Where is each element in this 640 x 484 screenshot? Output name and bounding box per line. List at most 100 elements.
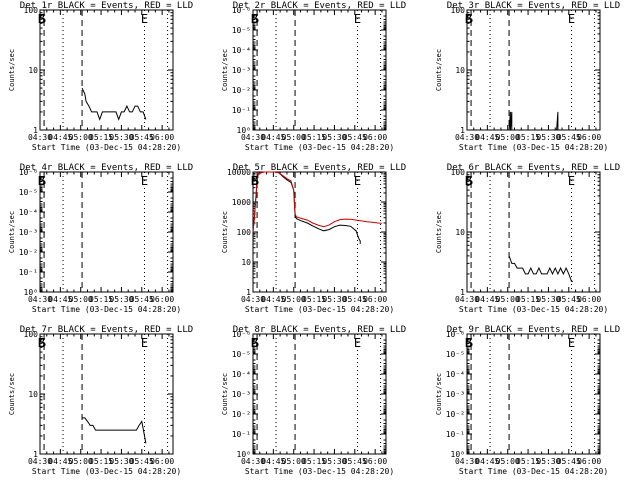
plot-frame — [252, 171, 387, 293]
y-tick-label: 1000 — [232, 198, 251, 207]
x-tick-label: 05:00 — [496, 295, 520, 304]
x-tick-label: 04:30 — [455, 133, 479, 142]
y-tick-label: 10⁻⁵ — [446, 350, 465, 359]
x-tick-label: 04:45 — [475, 457, 499, 466]
chart-title: Det 9r BLACK = Events, RED = LLD — [447, 325, 620, 335]
x-tick-label: 05:30 — [536, 295, 560, 304]
events-series-line — [81, 87, 147, 121]
y-tick-label: 10⁻¹ — [232, 106, 251, 115]
y-tick-label: 10⁻⁶ — [232, 330, 251, 339]
plot-frame — [466, 9, 601, 131]
x-tick-label: 05:00 — [496, 133, 520, 142]
y-tick-label: 10⁰ — [451, 450, 465, 459]
y-tick-label: 10⁻⁶ — [19, 168, 38, 177]
x-tick-label: 04:45 — [475, 295, 499, 304]
y-tick-label: 10⁻¹ — [19, 268, 38, 277]
y-tick-label: 10⁻⁴ — [232, 46, 251, 55]
y-tick-label: 1 — [33, 450, 38, 459]
marker-s: S — [466, 174, 473, 188]
y-axis-label: Counts/sec — [435, 49, 443, 91]
y-tick-label: 10⁻⁵ — [19, 188, 38, 197]
chart-title: Det 7r BLACK = Events, RED = LLD — [20, 325, 193, 335]
x-tick-label: 04:45 — [475, 133, 499, 142]
x-tick-label: 05:00 — [282, 133, 306, 142]
y-tick-label: 10⁻³ — [232, 66, 251, 75]
y-tick-label: 10⁻⁴ — [446, 370, 465, 379]
x-tick-label: 04:30 — [241, 457, 265, 466]
plot-frame — [39, 171, 174, 293]
x-tick-label: 05:00 — [69, 457, 93, 466]
marker-b: B — [465, 174, 472, 188]
x-tick-label: 05:45 — [557, 457, 581, 466]
x-tick-label: 05:15 — [89, 295, 113, 304]
y-tick-label: 10⁻³ — [19, 228, 38, 237]
marker-e: E — [141, 336, 148, 350]
marker-s: S — [39, 336, 46, 350]
marker-s: S — [39, 174, 46, 188]
x-tick-label: 04:45 — [261, 295, 285, 304]
y-tick-label: 10⁻³ — [446, 390, 465, 399]
y-tick-label: 1 — [460, 288, 465, 297]
x-tick-label: 06:00 — [577, 295, 601, 304]
marker-b: B — [465, 336, 472, 350]
x-tick-label: 04:30 — [241, 133, 265, 142]
y-axis-label: Counts/sec — [221, 49, 229, 91]
marker-b: B — [251, 12, 258, 26]
x-tick-label: 05:45 — [343, 457, 367, 466]
x-tick-label: 05:45 — [343, 133, 367, 142]
x-tick-label: 05:45 — [130, 457, 154, 466]
marker-e: E — [141, 12, 148, 26]
x-tick-label: 04:45 — [48, 133, 72, 142]
marker-e: E — [568, 12, 575, 26]
plot-frame — [466, 333, 601, 455]
y-tick-label: 10⁻¹ — [446, 430, 465, 439]
y-tick-label: 100 — [24, 330, 39, 339]
x-tick-label: 06:00 — [150, 133, 174, 142]
x-tick-label: 05:30 — [536, 133, 560, 142]
marker-s: S — [252, 336, 259, 350]
marker-e: E — [568, 336, 575, 350]
x-tick-label: 05:00 — [282, 457, 306, 466]
x-axis-label: Start Time (03-Dec-15 04:28:20) — [459, 467, 608, 476]
y-tick-label: 10⁻⁶ — [232, 6, 251, 15]
events-series-line — [82, 417, 147, 444]
x-tick-label: 05:30 — [109, 295, 133, 304]
marker-s: S — [466, 336, 473, 350]
marker-b: B — [38, 12, 45, 26]
x-tick-label: 05:15 — [89, 457, 113, 466]
plot-frame — [252, 333, 387, 455]
lld-series-line — [252, 171, 382, 233]
x-tick-label: 05:15 — [516, 295, 540, 304]
x-axis-label: Start Time (03-Dec-15 04:28:20) — [245, 467, 394, 476]
x-axis-label: Start Time (03-Dec-15 04:28:20) — [245, 305, 394, 314]
x-tick-label: 04:30 — [241, 295, 265, 304]
marker-s: S — [252, 174, 259, 188]
marker-s: S — [252, 12, 259, 26]
x-tick-label: 05:30 — [322, 457, 346, 466]
x-tick-label: 05:00 — [69, 133, 93, 142]
x-tick-label: 05:15 — [302, 295, 326, 304]
events-series-line — [556, 111, 560, 131]
x-tick-label: 04:45 — [48, 295, 72, 304]
plot-frame — [252, 9, 387, 131]
x-tick-label: 04:30 — [28, 457, 52, 466]
y-tick-label: 1 — [33, 126, 38, 135]
y-tick-label: 100 — [237, 228, 252, 237]
y-tick-label: 100 — [451, 168, 466, 177]
x-tick-label: 06:00 — [577, 133, 601, 142]
x-tick-label: 05:30 — [536, 457, 560, 466]
y-axis-label: Counts/sec — [8, 49, 16, 91]
marker-e: E — [141, 174, 148, 188]
marker-e: E — [354, 174, 361, 188]
y-tick-label: 10⁻³ — [232, 390, 251, 399]
y-tick-label: 10000 — [227, 168, 251, 177]
y-axis-label: Counts/sec — [435, 211, 443, 253]
y-axis-label: Counts/sec — [435, 373, 443, 415]
x-tick-label: 05:00 — [496, 457, 520, 466]
x-tick-label: 04:30 — [455, 457, 479, 466]
x-tick-label: 06:00 — [577, 457, 601, 466]
x-tick-label: 05:00 — [282, 295, 306, 304]
marker-s: S — [466, 12, 473, 26]
y-axis-label: Counts/sec — [8, 211, 16, 253]
